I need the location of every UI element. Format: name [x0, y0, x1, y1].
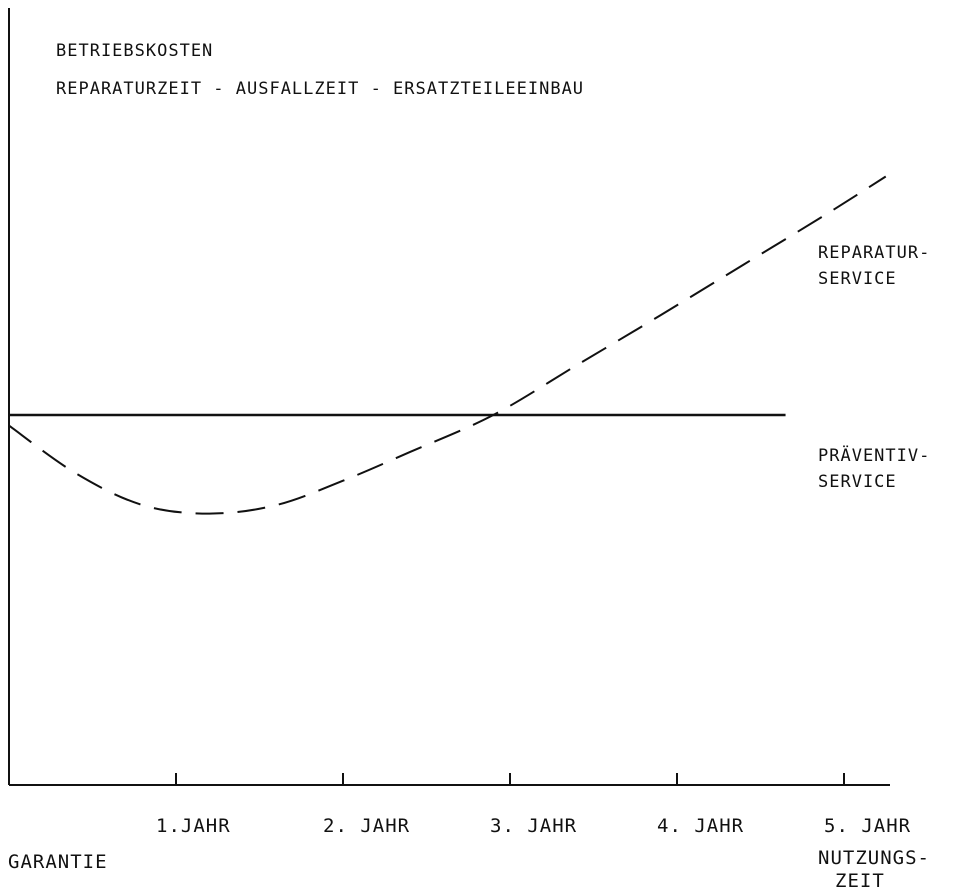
x-end-label-line2: ZEIT	[835, 870, 885, 892]
x-tick-label: 4. JAHR	[657, 815, 744, 837]
praeventiv-label-line1: PRÄVENTIV-	[818, 445, 930, 466]
reparatur-label-line2: SERVICE	[818, 269, 897, 289]
x-tick-label: 1.JAHR	[156, 815, 231, 837]
reparatur-label-line1: REPARATUR-	[818, 243, 930, 263]
praeventiv-label-line2: SERVICE	[818, 472, 897, 492]
series-reparatur-service-line	[8, 175, 887, 515]
chart-title: BETRIEBSKOSTEN	[56, 41, 213, 61]
chart-subtitle: REPARATURZEIT - AUSFALLZEIT - ERSATZTEIL…	[56, 79, 584, 99]
x-tick-label: 5. JAHR	[824, 815, 911, 837]
x-origin-label: GARANTIE	[8, 851, 108, 873]
x-tick-label: 3. JAHR	[490, 815, 577, 837]
x-end-label-line1: NUTZUNGS-	[818, 847, 930, 869]
x-tick-label: 2. JAHR	[323, 815, 410, 837]
plot-area: 1.JAHR 2. JAHR 3. JAHR 4. JAHR 5. JAHR	[8, 8, 911, 837]
